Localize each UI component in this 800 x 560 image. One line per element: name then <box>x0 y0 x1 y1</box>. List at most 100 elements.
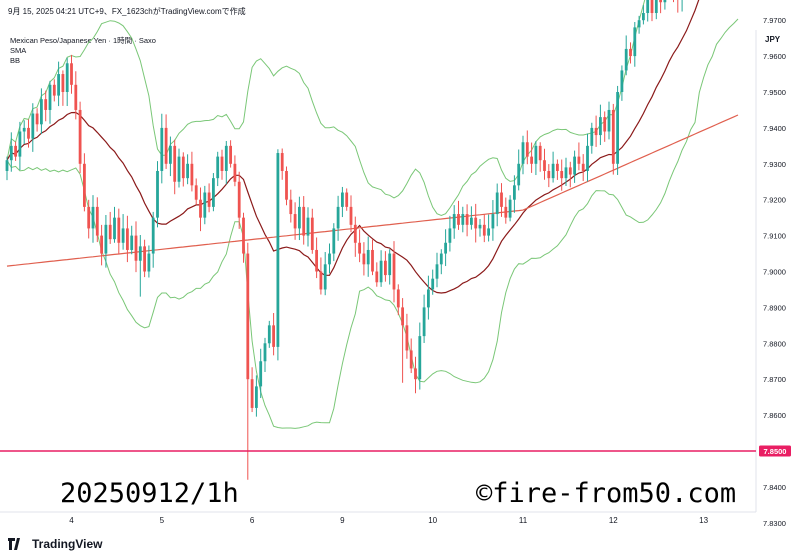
candle-body <box>366 249 370 265</box>
candle-body <box>573 156 576 175</box>
candle-body <box>616 92 619 164</box>
price-tick-label: 7.9200 <box>763 196 786 205</box>
candle-body <box>207 192 211 207</box>
chart-legend: Mexican Peso/Japanese Yen · 1時間 · Saxo S… <box>10 36 156 66</box>
candle-body <box>624 48 628 71</box>
price-tick-label: 7.9400 <box>763 124 786 133</box>
candle-body <box>474 217 478 229</box>
level-price-tag <box>759 445 791 457</box>
candle-body <box>151 217 155 254</box>
candle-body <box>543 160 546 171</box>
time-tick-label: 11 <box>519 516 528 525</box>
price-tick-label: 7.9600 <box>763 52 786 61</box>
candle-body <box>654 0 658 14</box>
candle-body <box>315 249 318 272</box>
price-tick-label: 7.9500 <box>763 88 786 97</box>
candle-body <box>44 99 48 110</box>
time-axis-ticks: 4 5 6 9 10 11 12 13 <box>69 516 708 525</box>
candle-body <box>388 253 392 276</box>
candle-body <box>108 224 112 240</box>
price-tick-label: 7.8700 <box>763 375 786 384</box>
candle-body <box>160 127 164 171</box>
candle-body <box>319 271 323 290</box>
candle-body <box>70 63 73 85</box>
candle-body <box>534 145 538 164</box>
candle-body <box>95 206 99 236</box>
candle-body <box>478 224 482 229</box>
candle-body <box>362 253 366 265</box>
candle-body <box>418 336 422 380</box>
candle-body <box>181 156 185 179</box>
candle-body <box>504 206 508 218</box>
sma-long-line <box>6 114 739 267</box>
time-tick-label: 13 <box>699 516 708 525</box>
price-tick-label: 7.8400 <box>763 483 786 492</box>
candle-body <box>61 74 65 92</box>
candle-body <box>229 145 232 164</box>
time-tick-label: 4 <box>69 516 74 525</box>
candle-body <box>663 0 667 3</box>
candle-body <box>285 170 288 200</box>
candle-body <box>332 228 336 254</box>
candle-body <box>551 163 555 179</box>
candle-body <box>371 249 374 272</box>
horizontal-levels <box>0 450 756 452</box>
candle-body <box>156 170 159 218</box>
candle-body <box>599 117 602 136</box>
candle-body <box>461 214 465 225</box>
candle-body <box>65 63 69 92</box>
candle-body <box>530 156 533 164</box>
sma-short-line <box>6 0 700 294</box>
candle-body <box>74 84 78 110</box>
candle-body <box>568 167 572 175</box>
candle-body <box>379 260 383 283</box>
candle-body <box>306 217 310 236</box>
candle-body <box>637 20 641 28</box>
candle-body <box>143 246 146 272</box>
candle-body <box>78 109 82 164</box>
candle-body <box>349 206 353 225</box>
candle-body <box>14 145 17 157</box>
candle-body <box>117 217 121 243</box>
candle-body <box>345 192 349 207</box>
candle-body <box>642 13 645 21</box>
candle-body <box>500 192 503 207</box>
time-tick-label: 10 <box>428 516 437 525</box>
time-tick-label: 6 <box>250 516 255 525</box>
price-tick-label: 7.8800 <box>763 339 786 348</box>
candle-body <box>147 253 151 272</box>
candle-body <box>169 145 172 164</box>
candle-body <box>134 235 138 261</box>
candle-body <box>336 206 340 229</box>
candle-body <box>384 260 387 276</box>
legend-symbol: Mexican Peso/Japanese Yen · 1時間 · Saxo <box>10 36 156 45</box>
candle-body <box>177 156 181 182</box>
candle-body <box>495 192 499 215</box>
candle-body <box>259 361 263 387</box>
candle-body <box>538 145 542 161</box>
candle-body <box>457 214 460 225</box>
candle-body <box>482 224 486 236</box>
candle-body <box>470 217 473 225</box>
candle-body <box>611 109 615 164</box>
candle-body <box>414 368 417 380</box>
candle-body <box>220 156 224 171</box>
candle-body <box>40 99 43 125</box>
price-tick-label: 7.8600 <box>763 411 786 420</box>
candle-body <box>521 142 525 164</box>
candle-body <box>276 153 280 347</box>
candle-body <box>138 246 142 261</box>
candle-body <box>513 185 516 200</box>
tradingview-footer[interactable]: TradingView <box>8 537 102 551</box>
candle-body <box>242 217 245 254</box>
caption-site: ©fire-from50.com <box>476 478 737 509</box>
candle-body <box>435 264 439 279</box>
candle-body <box>310 217 314 250</box>
chart-header-line: 9月 15, 2025 04:21 UTC+9、FX_1623chがTradin… <box>8 7 246 16</box>
price-tick-label: 7.9100 <box>763 232 786 241</box>
time-tick-label: 12 <box>609 516 618 525</box>
candle-body <box>22 127 26 132</box>
candle-body <box>439 253 443 265</box>
candle-body <box>401 307 404 326</box>
